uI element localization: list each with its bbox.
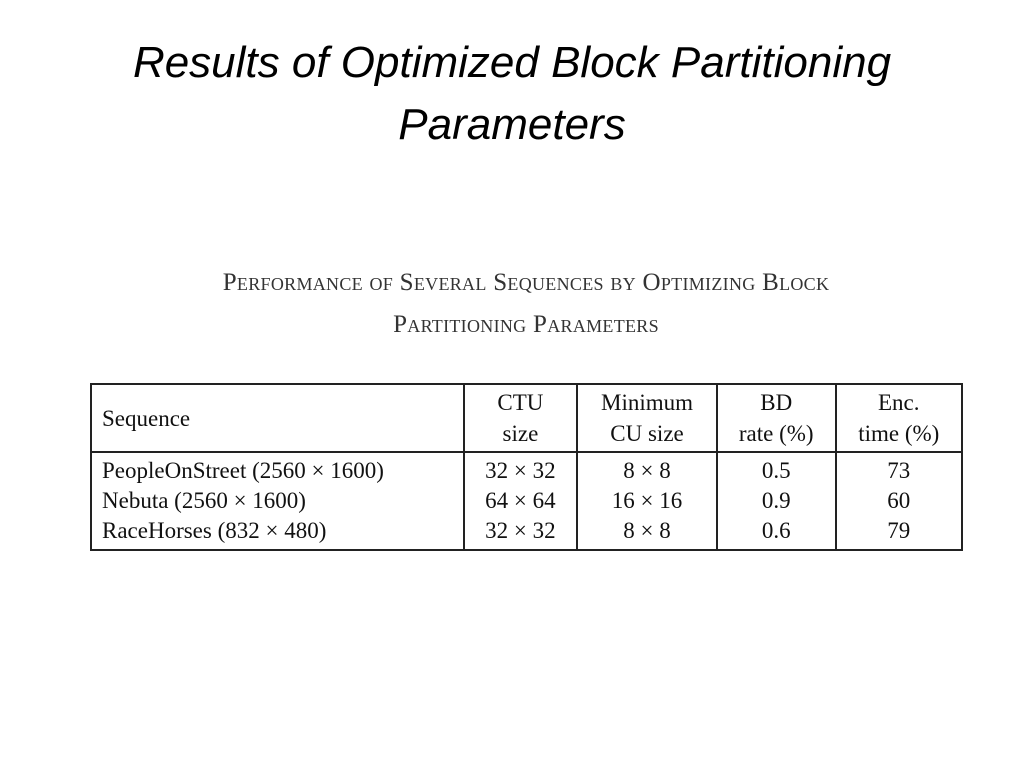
cell-sequence: Nebuta (2560 × 1600) — [90, 486, 465, 516]
header-bd-rate: BD rate (%) — [715, 384, 837, 453]
header-ctu-size-line-1: CTU — [497, 390, 544, 415]
table-caption: Performance of Several Sequences by Opti… — [90, 262, 962, 346]
results-table: Sequence CTU size Minimum CU size BD rat… — [90, 383, 964, 551]
cell-minimum-cu-size: 8 × 8 — [576, 452, 718, 486]
header-bd-rate-line-2: rate (%) — [738, 421, 814, 446]
header-bd-rate-line-1: BD — [760, 390, 793, 415]
cell-bd-rate: 0.5 — [715, 452, 837, 486]
header-sequence-label: Sequence — [102, 405, 191, 431]
header-enc-time-line-2: time (%) — [858, 421, 940, 446]
cell-sequence: PeopleOnStreet (2560 × 1600) — [90, 452, 465, 486]
cell-sequence: RaceHorses (832 × 480) — [90, 516, 465, 550]
header-minimum-cu-size: Minimum CU size — [576, 384, 718, 453]
cell-enc-time: 73 — [834, 452, 964, 486]
table-row: RaceHorses (832 × 480) 32 × 32 8 × 8 0.6… — [90, 516, 964, 550]
cell-minimum-cu-size: 16 × 16 — [576, 486, 718, 516]
header-minimum-cu-size-line-1: Minimum — [601, 390, 694, 415]
table-caption-line-2: Partitioning Parameters — [393, 311, 659, 338]
header-enc-time: Enc. time (%) — [834, 384, 964, 453]
cell-minimum-cu-size: 8 × 8 — [576, 516, 718, 550]
cell-enc-time: 79 — [834, 516, 964, 550]
cell-bd-rate: 0.9 — [715, 486, 837, 516]
header-enc-time-line-1: Enc. — [878, 390, 920, 415]
header-sequence: Sequence — [90, 384, 465, 453]
table-row: Nebuta (2560 × 1600) 64 × 64 16 × 16 0.9… — [90, 486, 964, 516]
slide-title: Results of Optimized Block Partitioning … — [40, 32, 984, 156]
cell-enc-time: 60 — [834, 486, 964, 516]
slide-title-line-1: Results of Optimized Block Partitioning — [132, 38, 892, 87]
header-minimum-cu-size-line-2: CU size — [610, 421, 684, 446]
table-header-row: Sequence CTU size Minimum CU size BD rat… — [90, 384, 964, 453]
table-row: PeopleOnStreet (2560 × 1600) 32 × 32 8 ×… — [90, 452, 964, 486]
results-table-container: Sequence CTU size Minimum CU size BD rat… — [90, 383, 964, 551]
cell-ctu-size: 32 × 32 — [462, 516, 579, 550]
slide-title-line-2: Parameters — [398, 100, 626, 149]
table-caption-line-1: Performance of Several Sequences by Opti… — [222, 269, 830, 296]
cell-ctu-size: 32 × 32 — [462, 452, 579, 486]
header-ctu-size-line-2: size — [502, 421, 539, 446]
header-ctu-size: CTU size — [462, 384, 579, 453]
cell-bd-rate: 0.6 — [715, 516, 837, 550]
cell-ctu-size: 64 × 64 — [462, 486, 579, 516]
